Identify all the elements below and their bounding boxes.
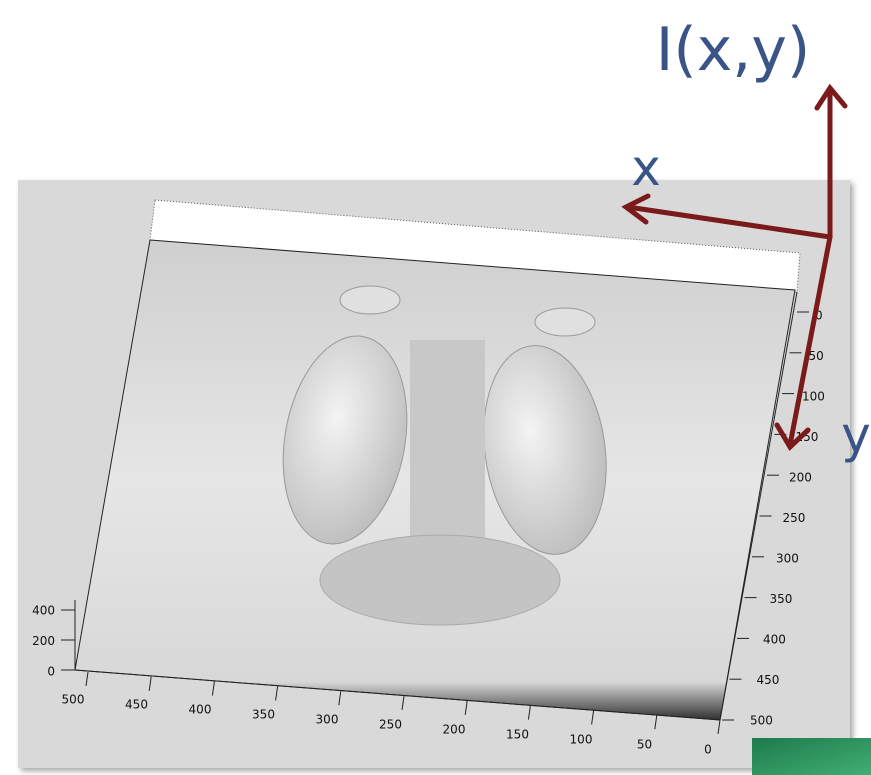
y-label: y: [841, 406, 871, 464]
y-tick-label: 450: [757, 673, 780, 687]
z-tick-label: 0: [47, 665, 55, 679]
eye-right: [535, 308, 595, 336]
x-tick-label: 500: [62, 693, 85, 707]
x-tick-label: 400: [189, 703, 212, 717]
x-tick-label: 0: [704, 743, 712, 757]
x-tick-label: 50: [637, 738, 652, 752]
corner-decoration: [752, 738, 871, 775]
intensity-label: I(x,y): [656, 15, 811, 85]
x-tick-label: 100: [570, 733, 593, 747]
y-tick-label: 500: [750, 714, 773, 728]
slide: 5004504003503002502001501005000501001502…: [0, 0, 871, 775]
z-tick-label: 200: [32, 634, 55, 648]
x-label: x: [631, 139, 661, 197]
nose-ridge: [410, 340, 485, 560]
y-tick-label: 250: [783, 511, 806, 525]
x-tick-label: 450: [125, 698, 148, 712]
x-tick-label: 200: [443, 723, 466, 737]
x-tick-label: 150: [506, 728, 529, 742]
eye-left: [340, 286, 400, 314]
x-tick-label: 350: [252, 708, 275, 722]
muzzle: [320, 535, 560, 625]
y-tick-label: 100: [802, 390, 825, 404]
y-tick-label: 300: [776, 552, 799, 566]
x-tick-label: 250: [379, 718, 402, 732]
x-tick-label: 300: [316, 713, 339, 727]
y-tick-label: 400: [763, 633, 786, 647]
z-tick-label: 400: [32, 604, 55, 618]
y-tick-label: 50: [809, 349, 824, 363]
y-tick-label: 350: [770, 592, 793, 606]
y-tick-label: 200: [789, 471, 812, 485]
